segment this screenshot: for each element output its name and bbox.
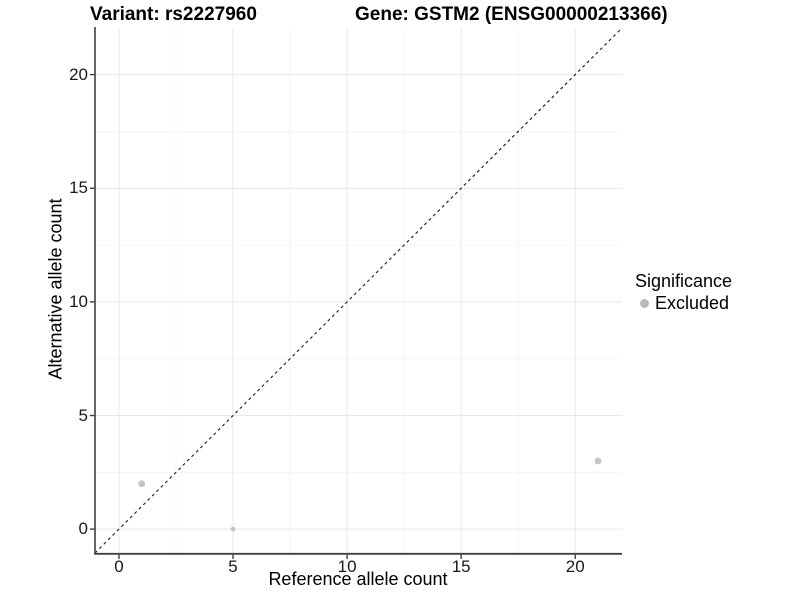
x-tick-label: 15 bbox=[451, 557, 471, 576]
legend-item-label: Excluded bbox=[655, 293, 730, 313]
data-point bbox=[230, 526, 236, 532]
y-tick-label: 0 bbox=[78, 519, 88, 539]
y-tick-label: 20 bbox=[69, 64, 88, 84]
x-tick-label: 10 bbox=[337, 557, 357, 576]
legend-point-icon bbox=[640, 299, 649, 308]
data-point bbox=[138, 480, 146, 488]
x-tick-label: 0 bbox=[114, 557, 124, 576]
data-point bbox=[594, 457, 602, 465]
legend-title: Significance bbox=[635, 271, 733, 291]
plot-title: Variant: rs2227960 Gene: GSTM2 (ENSG0000… bbox=[0, 4, 800, 28]
plot-title-variant: Variant: rs2227960 bbox=[90, 4, 257, 25]
y-tick-label: 15 bbox=[69, 178, 88, 198]
y-tick-label: 10 bbox=[69, 291, 88, 311]
legend-item-excluded: Excluded bbox=[635, 293, 732, 314]
y-axis-title: Alternative allele count bbox=[45, 198, 66, 380]
identity-line bbox=[94, 27, 623, 554]
x-axis-title: Reference allele count bbox=[268, 569, 448, 589]
legend: Significance Excluded bbox=[635, 271, 732, 314]
x-tick-label: 20 bbox=[565, 557, 585, 576]
x-tick-label: 5 bbox=[228, 557, 238, 576]
y-tick-label: 5 bbox=[78, 405, 88, 425]
plot-title-gene: Gene: GSTM2 (ENSG00000213366) bbox=[355, 4, 668, 25]
